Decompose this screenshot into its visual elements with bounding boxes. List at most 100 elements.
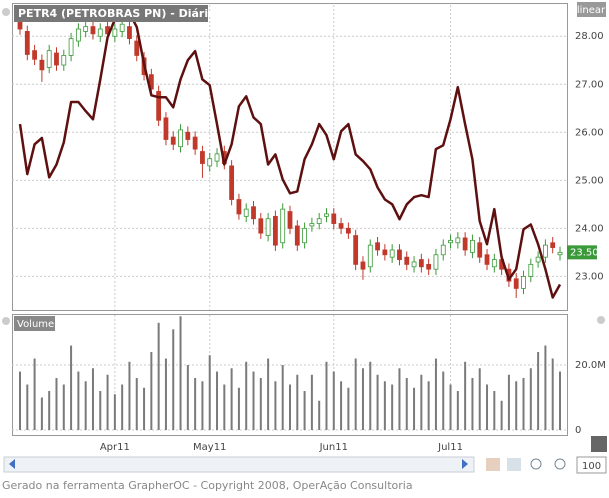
candle-body xyxy=(316,218,322,224)
candle-body xyxy=(426,263,432,270)
volume-bar xyxy=(208,355,211,430)
candle-body xyxy=(119,23,125,32)
volume-bar xyxy=(325,361,328,430)
candle-body xyxy=(477,242,483,258)
candle-body xyxy=(39,59,45,71)
y-tick-label: 0 xyxy=(575,425,581,436)
volume-bar xyxy=(164,358,167,430)
volume-bar xyxy=(172,329,175,430)
scroll-left[interactable] xyxy=(9,459,15,469)
candle-body xyxy=(345,227,351,234)
volume-bar xyxy=(55,378,58,430)
volume-bar xyxy=(274,381,277,430)
footer: Gerado na ferramenta GrapherOC - Copyrig… xyxy=(2,479,413,492)
volume-bar xyxy=(91,368,94,430)
scale-button[interactable] xyxy=(577,2,606,17)
volume-bar xyxy=(310,374,313,430)
candle-body xyxy=(535,256,541,263)
candle-body xyxy=(163,117,169,140)
candle-body xyxy=(112,28,118,37)
y-tick-label: 23.00 xyxy=(575,271,604,282)
tool-button[interactable] xyxy=(507,458,521,471)
volume-bar xyxy=(405,378,408,430)
candle-body xyxy=(411,261,417,268)
volume-bar xyxy=(223,384,226,430)
volume-bar xyxy=(529,368,532,430)
volume-bar xyxy=(493,391,496,430)
candle-body xyxy=(418,259,424,268)
candle-body xyxy=(294,225,300,246)
volume-bar xyxy=(442,371,445,430)
candle-body xyxy=(280,208,286,244)
tool-button[interactable] xyxy=(486,458,500,471)
volume-bar xyxy=(398,368,401,430)
candle-body xyxy=(127,26,132,40)
volume-bar xyxy=(48,391,51,430)
volume-bar xyxy=(434,358,437,430)
volume-bar xyxy=(259,378,262,430)
panel-toggle[interactable] xyxy=(2,317,10,325)
scrollbar[interactable] xyxy=(3,456,475,473)
volume-bar xyxy=(544,345,547,430)
x-tick-label: Jul11 xyxy=(437,442,463,453)
candle-body xyxy=(367,244,373,268)
panel-close[interactable] xyxy=(597,316,605,324)
volume-bar xyxy=(245,361,248,430)
zoom-box[interactable] xyxy=(576,456,607,474)
candle-body xyxy=(134,40,140,56)
candle-body xyxy=(243,208,249,217)
candle-body xyxy=(61,55,67,66)
volume-bar xyxy=(281,365,284,430)
volume-bar xyxy=(361,368,364,430)
zoom-in[interactable] xyxy=(554,458,566,470)
y-tick-label: 26.00 xyxy=(575,127,604,138)
candle-body xyxy=(90,26,96,35)
candle-body xyxy=(462,237,468,251)
candle-body xyxy=(353,235,359,265)
volume-bar xyxy=(420,374,423,430)
price-panel xyxy=(12,3,568,311)
y-tick-label: 20.0M xyxy=(575,360,606,371)
candle-body xyxy=(258,218,264,234)
candle-body xyxy=(32,50,37,60)
volume-bar xyxy=(383,381,386,430)
panel-toggle[interactable] xyxy=(2,8,10,16)
volume-bar xyxy=(230,368,233,430)
candle-body xyxy=(265,218,271,236)
x-tick-label: Apr11 xyxy=(100,442,130,453)
candle-body xyxy=(251,206,256,220)
candle-body xyxy=(324,213,329,217)
scroll-right[interactable] xyxy=(462,459,468,469)
candle-body xyxy=(491,259,497,268)
candle-body xyxy=(397,249,402,260)
volume-bar xyxy=(237,387,240,430)
x-tick-label: May11 xyxy=(193,442,226,453)
tool-button[interactable] xyxy=(591,436,607,452)
candle-body xyxy=(404,256,410,265)
y-tick-label: 27.00 xyxy=(575,79,604,90)
candle-body xyxy=(185,131,191,140)
volume-bar xyxy=(332,371,335,430)
candle-body xyxy=(550,242,556,248)
x-tick-label: Jun11 xyxy=(319,442,348,453)
candle-body xyxy=(513,278,519,289)
volume-bar xyxy=(296,374,299,430)
candle-body xyxy=(273,215,278,246)
plot: 23.50 xyxy=(17,11,599,430)
volume-bar xyxy=(318,400,321,430)
last-price-box xyxy=(567,245,597,260)
candle-body xyxy=(448,239,453,244)
volume-bar xyxy=(113,394,116,430)
volume-bar xyxy=(106,374,109,430)
volume-bar xyxy=(391,384,394,430)
candle-body xyxy=(17,21,23,30)
candle-body xyxy=(455,237,461,244)
volume-bar xyxy=(19,371,21,430)
volume-bar xyxy=(449,384,452,430)
volume-title-box xyxy=(14,316,55,331)
candle-body xyxy=(200,151,205,164)
volume-bar xyxy=(179,316,182,430)
candle-body xyxy=(375,242,380,251)
zoom-out[interactable] xyxy=(530,458,542,470)
volume-bar xyxy=(194,378,197,430)
